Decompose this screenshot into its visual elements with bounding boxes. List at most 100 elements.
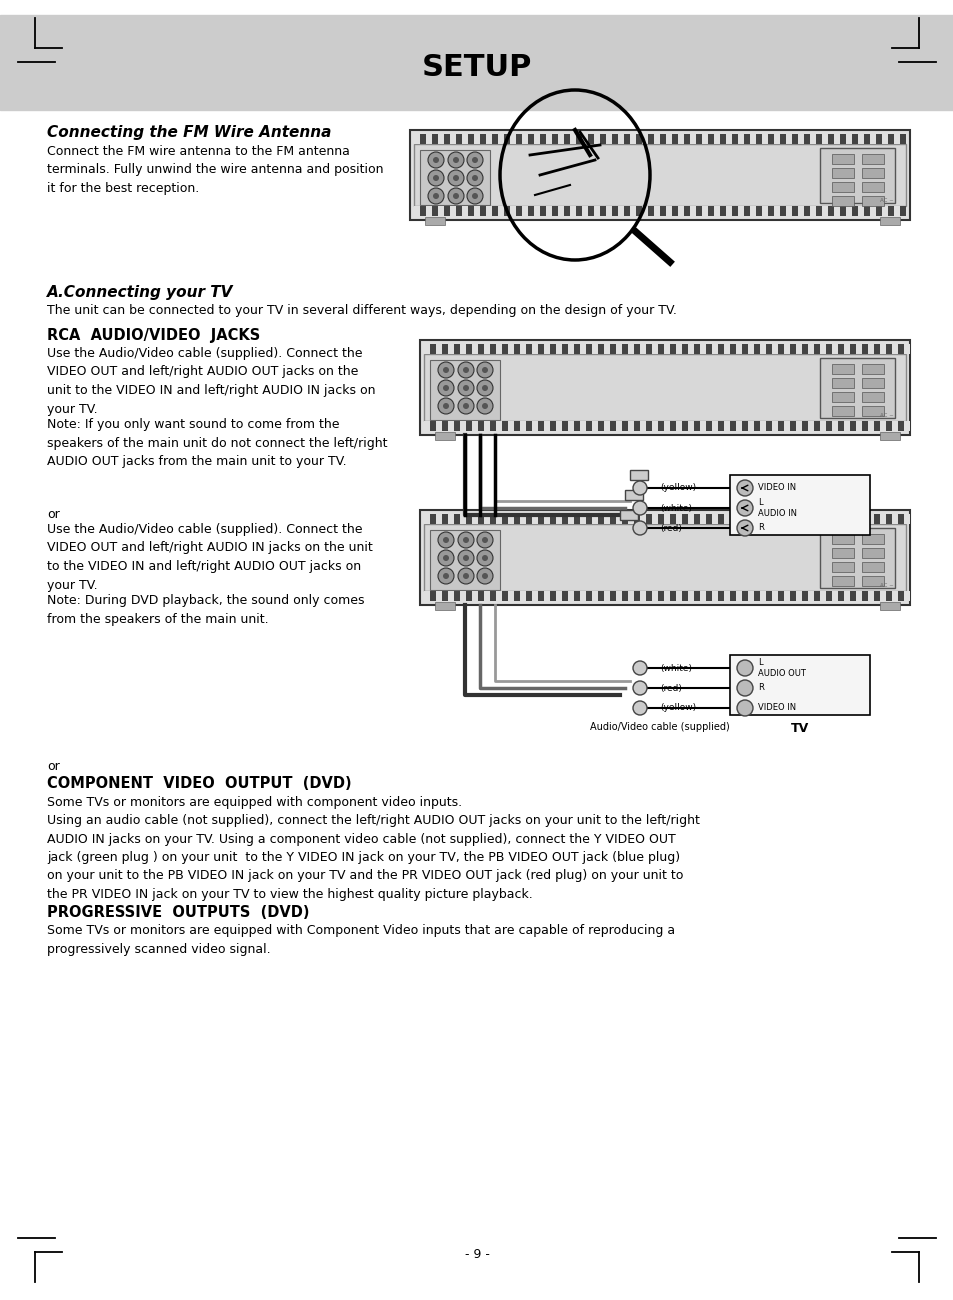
Bar xyxy=(760,421,765,432)
Bar xyxy=(435,432,455,439)
Circle shape xyxy=(457,550,474,566)
Circle shape xyxy=(476,532,493,549)
Bar xyxy=(831,378,853,387)
Bar xyxy=(676,592,681,601)
Bar xyxy=(507,421,514,432)
Circle shape xyxy=(457,361,474,378)
Text: PROGRESSIVE  OUTPUTS  (DVD): PROGRESSIVE OUTPUTS (DVD) xyxy=(47,905,309,920)
Circle shape xyxy=(437,380,454,396)
Bar xyxy=(532,592,537,601)
Bar xyxy=(725,134,731,144)
Bar xyxy=(639,592,645,601)
Bar xyxy=(592,514,598,524)
Bar xyxy=(543,421,550,432)
Bar xyxy=(436,592,441,601)
Bar xyxy=(510,134,516,144)
Circle shape xyxy=(467,170,482,186)
Bar xyxy=(436,514,441,524)
Bar xyxy=(534,205,539,216)
Bar xyxy=(785,134,791,144)
Bar xyxy=(483,421,490,432)
Circle shape xyxy=(437,361,454,378)
Bar xyxy=(831,549,853,558)
Bar xyxy=(862,393,883,402)
Bar xyxy=(820,344,825,354)
Bar xyxy=(579,592,585,601)
Bar xyxy=(831,182,853,192)
Circle shape xyxy=(476,398,493,413)
Bar xyxy=(879,421,885,432)
Bar xyxy=(423,514,430,524)
Bar xyxy=(713,134,720,144)
Bar xyxy=(521,134,527,144)
Bar xyxy=(735,344,741,354)
Bar xyxy=(761,134,767,144)
Bar xyxy=(867,344,873,354)
Bar xyxy=(543,592,550,601)
Bar xyxy=(783,514,789,524)
Bar xyxy=(616,421,621,432)
Text: Some TVs or monitors are equipped with Component Video inputs that are capable o: Some TVs or monitors are equipped with C… xyxy=(47,924,675,956)
Bar xyxy=(807,421,813,432)
Bar xyxy=(687,344,693,354)
Bar xyxy=(700,344,705,354)
Bar xyxy=(663,514,669,524)
Bar xyxy=(869,134,875,144)
Bar xyxy=(435,602,455,610)
Text: Note: If you only want sound to come from the
speakers of the main unit do not c: Note: If you only want sound to come fro… xyxy=(47,419,387,468)
Bar xyxy=(831,592,837,601)
Bar xyxy=(569,134,576,144)
Circle shape xyxy=(481,537,488,543)
Bar xyxy=(855,344,862,354)
Bar xyxy=(472,592,477,601)
Circle shape xyxy=(437,398,454,413)
Circle shape xyxy=(633,521,646,536)
Bar xyxy=(569,205,576,216)
Circle shape xyxy=(462,555,469,562)
Circle shape xyxy=(428,188,443,204)
Circle shape xyxy=(433,176,438,181)
Text: L
AUDIO OUT: L AUDIO OUT xyxy=(758,658,805,677)
Bar xyxy=(474,205,479,216)
Bar xyxy=(903,592,909,601)
Bar xyxy=(820,592,825,601)
Bar xyxy=(843,514,849,524)
Bar xyxy=(592,344,598,354)
Bar xyxy=(448,592,454,601)
Text: - 9 -: - 9 - xyxy=(464,1248,489,1261)
Bar xyxy=(556,592,561,601)
Bar xyxy=(592,592,598,601)
Bar xyxy=(472,421,477,432)
Bar xyxy=(519,344,525,354)
Circle shape xyxy=(437,550,454,566)
Text: Audio/Video cable (supplied): Audio/Video cable (supplied) xyxy=(590,542,729,552)
Bar xyxy=(510,205,516,216)
Bar xyxy=(581,134,587,144)
Bar xyxy=(795,421,801,432)
Bar xyxy=(729,474,869,536)
Bar xyxy=(545,205,552,216)
Bar xyxy=(771,592,778,601)
Bar xyxy=(893,205,899,216)
Bar xyxy=(532,344,537,354)
Bar xyxy=(651,421,658,432)
Bar xyxy=(616,344,621,354)
Bar xyxy=(809,134,815,144)
Bar xyxy=(423,344,905,354)
Bar xyxy=(436,421,441,432)
Text: Note: During DVD playback, the sound only comes
from the speakers of the main un: Note: During DVD playback, the sound onl… xyxy=(47,594,364,625)
Bar xyxy=(862,562,883,572)
Circle shape xyxy=(457,398,474,413)
Circle shape xyxy=(453,192,458,199)
Text: TV: TV xyxy=(790,722,808,734)
Circle shape xyxy=(437,568,454,584)
Circle shape xyxy=(476,568,493,584)
Text: Connecting the FM Wire Antenna: Connecting the FM Wire Antenna xyxy=(47,125,331,140)
Bar xyxy=(771,514,778,524)
Bar xyxy=(831,393,853,402)
Circle shape xyxy=(633,500,646,515)
Bar xyxy=(567,344,574,354)
Text: Some TVs or monitors are equipped with component video inputs.: Some TVs or monitors are equipped with c… xyxy=(47,796,461,809)
Bar xyxy=(616,514,621,524)
Bar xyxy=(879,514,885,524)
